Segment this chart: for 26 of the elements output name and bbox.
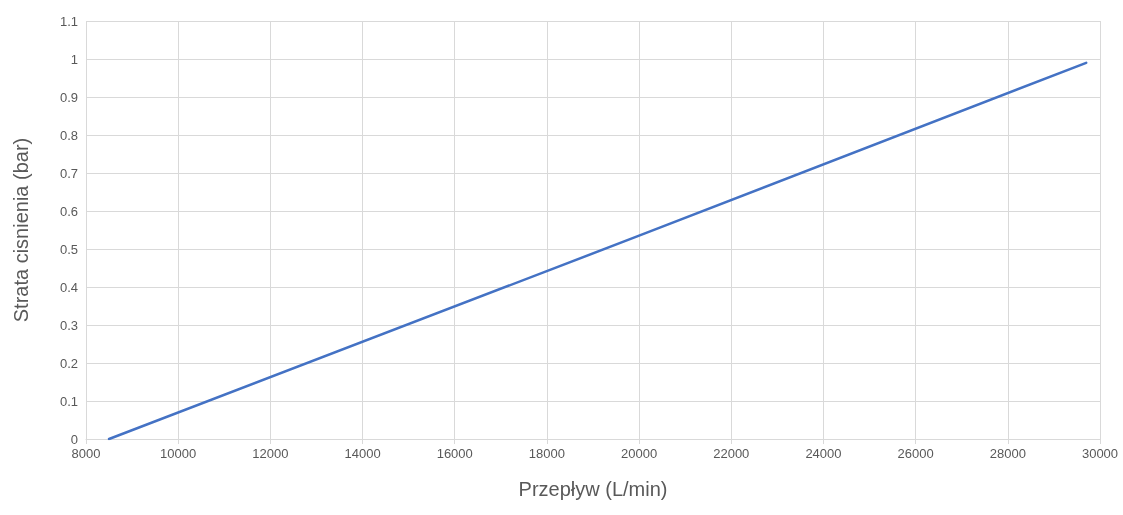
y-tick-label: 0.2: [59, 355, 78, 371]
x-tick-label: 10000: [160, 446, 197, 461]
y-axis-title: Strata cisnienia (bar): [10, 137, 32, 323]
x-tick-label: 28000: [989, 446, 1026, 461]
x-tick-label: 20000: [621, 446, 658, 461]
x-tick-label: 12000: [252, 446, 289, 461]
x-axis-title: Przepływ (L/min): [518, 478, 668, 500]
y-tick-label: 0.6: [59, 203, 78, 219]
x-tick-label: 18000: [528, 446, 565, 461]
x-tick-label: 26000: [897, 446, 934, 461]
x-tick-label: 24000: [805, 446, 842, 461]
y-tick-label: 1: [70, 51, 78, 67]
y-tick-label: 0: [70, 431, 78, 447]
y-tick-label: 1.1: [59, 13, 78, 29]
y-tick-label: 0.8: [59, 127, 78, 143]
x-tick-label: 30000: [1081, 446, 1119, 461]
y-tick-label: 0.3: [59, 317, 78, 333]
x-tick-label: 8000: [71, 446, 101, 461]
y-tick-label: 0.7: [59, 165, 78, 181]
y-tick-label: 0.9: [59, 89, 78, 105]
y-tick-label: 0.1: [59, 393, 78, 409]
x-tick-label: 22000: [713, 446, 750, 461]
x-tick-label: 14000: [344, 446, 381, 461]
y-tick-label: 0.5: [59, 241, 78, 257]
y-tick-label: 0.4: [59, 279, 78, 295]
x-tick-label: 16000: [436, 446, 473, 461]
